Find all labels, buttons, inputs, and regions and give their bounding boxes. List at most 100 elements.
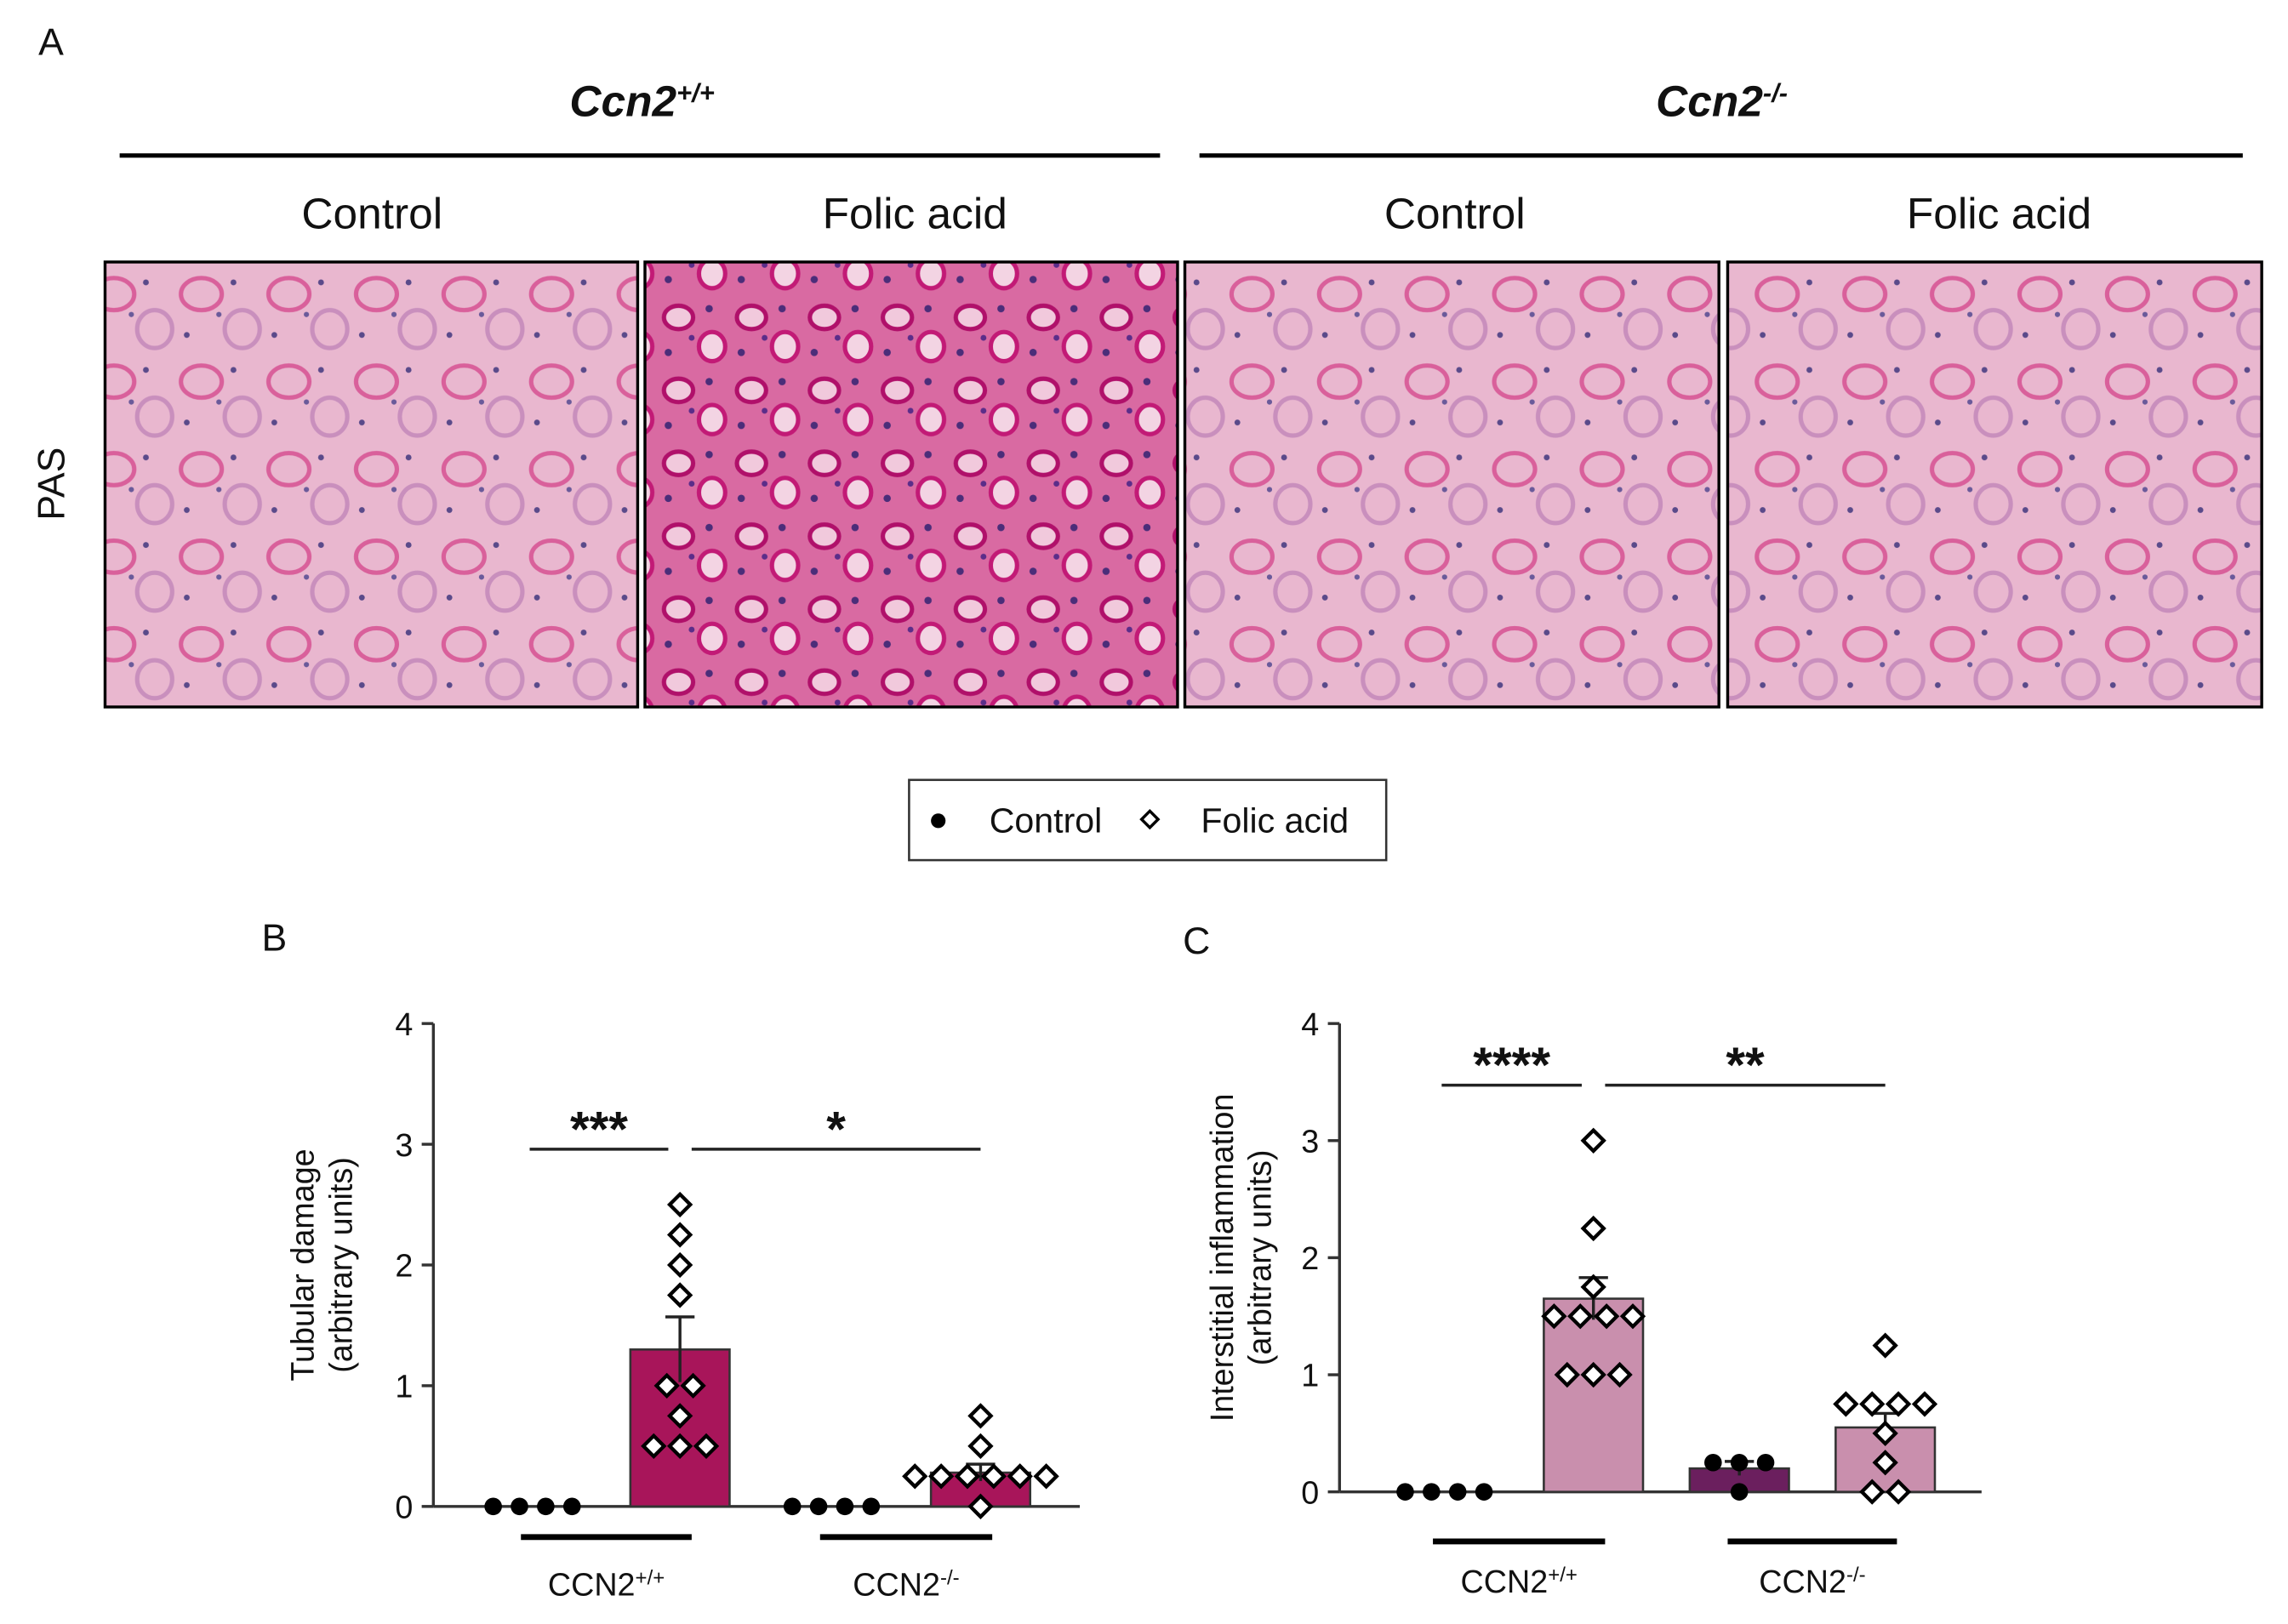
data-point [1885,1391,1912,1417]
data-point [641,1433,667,1460]
data-point [967,1493,994,1519]
bar [1543,1297,1645,1493]
data-point [954,1463,981,1490]
y-axis-label: (arbitrary units) [322,1157,358,1373]
condition-label: Folic acid [823,189,1007,238]
data-point [1396,1483,1414,1501]
data-point [967,1433,994,1460]
group-label: CCN2-/- [1759,1563,1865,1598]
panel-label: A [38,21,64,63]
data-point [783,1497,802,1516]
y-tick-label: 4 [395,1006,413,1042]
data-point [1554,1361,1580,1388]
group-sup: +/+ [1548,1563,1578,1586]
group-label: CCN2+/+ [1461,1563,1578,1598]
data-point [666,1222,693,1248]
data-point [1593,1303,1620,1330]
genotype-sup: +/+ [676,77,715,107]
legend-marker [931,813,946,829]
y-tick-label: 2 [1301,1240,1319,1276]
y-axis-label: Interstitial inflammation [1204,1094,1240,1422]
data-point [809,1497,828,1516]
y-tick-label: 3 [1301,1124,1319,1160]
data-point [980,1463,1007,1490]
genotype-title: Ccn2-/- [1656,76,1788,125]
micrograph [103,260,640,709]
genotype-sup: -/- [1763,77,1788,107]
group-sup: -/- [1846,1563,1866,1586]
data-point [1448,1483,1467,1501]
row-label: PAS [31,447,72,521]
group-name: CCN2 [548,1566,636,1602]
y-tick-label: 2 [395,1248,413,1284]
data-point [484,1497,502,1516]
y-tick-label: 4 [1301,1006,1319,1042]
data-point [1580,1127,1606,1154]
genotype-name: Ccn2 [569,76,676,125]
data-point [1475,1483,1493,1501]
group-sup: +/+ [636,1566,665,1589]
data-point [1704,1453,1722,1472]
data-point [1007,1463,1033,1490]
data-point [537,1497,555,1516]
data-point [1730,1453,1749,1472]
group-name: CCN2 [1759,1564,1846,1599]
y-tick-label: 0 [1301,1474,1319,1510]
data-point [862,1497,881,1516]
legend-entry: Control [990,801,1103,840]
data-point [1567,1303,1594,1330]
condition-label: Control [1384,189,1526,238]
y-axis-label: Tubular damage [285,1148,321,1381]
legend-marker [1139,808,1161,830]
panel-label: B [262,917,288,959]
data-point [1872,1420,1898,1447]
data-point [1872,1450,1898,1476]
data-point [562,1497,581,1516]
data-point [1833,1391,1859,1417]
data-point [902,1463,928,1490]
data-point [666,1251,693,1279]
data-point [1756,1453,1775,1472]
condition-label: Control [301,189,442,238]
data-point [666,1191,693,1218]
genotype-name: Ccn2 [1656,76,1763,125]
data-point [1859,1391,1886,1417]
group-sup: -/- [940,1566,960,1589]
data-point [666,1282,693,1308]
y-tick-label: 1 [1301,1358,1319,1393]
group-label: CCN2-/- [853,1566,959,1603]
data-point [927,1463,955,1490]
micrograph [643,260,1179,709]
data-point [1885,1479,1912,1505]
panel-label: C [1183,920,1210,962]
data-point [1033,1463,1059,1490]
genotype-title: Ccn2+/+ [569,76,714,125]
data-point [653,1372,680,1399]
y-axis-label: (arbitrary units) [1242,1150,1278,1366]
y-tick-label: 3 [395,1127,413,1163]
data-point [1580,1361,1606,1388]
significance-label: * [826,1102,846,1157]
data-point [1580,1215,1606,1242]
data-point [1911,1391,1938,1417]
significance-label: **** [1473,1038,1550,1093]
data-point [1606,1361,1633,1388]
data-point [1541,1303,1567,1330]
data-point [1619,1303,1646,1330]
data-point [666,1433,693,1460]
group-label: CCN2+/+ [548,1566,665,1603]
y-tick-label: 1 [395,1369,413,1405]
group-name: CCN2 [853,1566,940,1602]
data-point [836,1497,854,1516]
significance-label: ** [1726,1038,1765,1093]
group-name: CCN2 [1461,1564,1549,1599]
micrograph [1183,260,1720,709]
condition-label: Folic acid [1907,189,2091,238]
data-point [511,1497,528,1516]
data-point [1423,1483,1441,1501]
data-point [967,1403,994,1429]
data-point [1580,1274,1606,1300]
data-point [1730,1483,1749,1501]
data-point [1859,1479,1886,1505]
